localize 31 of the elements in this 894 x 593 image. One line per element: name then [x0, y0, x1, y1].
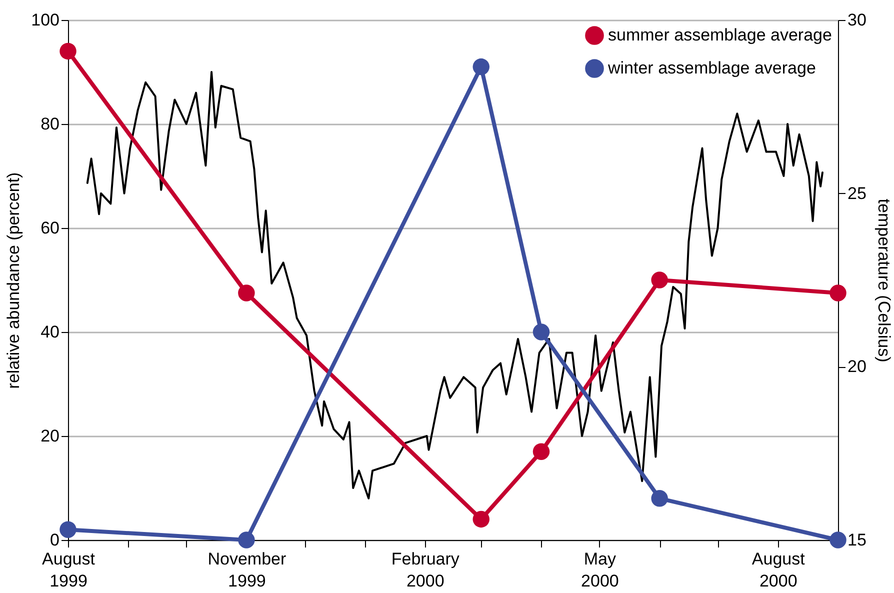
point	[60, 521, 76, 538]
y2-tick-label: 30	[848, 10, 866, 30]
point	[651, 272, 668, 288]
y2-tick-label: 20	[848, 357, 866, 376]
y-tick-label: 20	[40, 426, 60, 446]
point	[830, 532, 846, 548]
legend-label: summer assemblage average	[608, 26, 832, 44]
x-tick-label: August 1999	[42, 550, 96, 590]
x-tick-label: May 2000	[581, 550, 619, 590]
point	[472, 510, 490, 528]
y-tick-label: 40	[40, 322, 60, 342]
y-tick-label: 100	[31, 10, 60, 30]
point	[238, 532, 255, 548]
y-tick-label: 0	[50, 530, 60, 550]
x-tick-label: February 2000	[391, 550, 460, 590]
y-axis-title: relative abundance (percent)	[4, 172, 24, 389]
point	[532, 443, 550, 460]
x-tick-label: November 1999	[208, 550, 286, 590]
point	[830, 284, 846, 302]
point	[60, 42, 76, 60]
y2-axis-title: temperature (Celsius)	[874, 198, 894, 362]
point	[532, 324, 550, 340]
legend-label: winter assemblage average	[607, 58, 816, 78]
y2-tick-label: 25	[848, 184, 866, 203]
x-tick-label: August 2000	[752, 550, 806, 590]
y-tick-label: 60	[40, 218, 60, 238]
point	[472, 58, 490, 76]
y-tick-label: 80	[40, 114, 60, 134]
y2-tick-label: 15	[848, 530, 866, 550]
point	[651, 490, 668, 507]
point	[238, 284, 255, 302]
